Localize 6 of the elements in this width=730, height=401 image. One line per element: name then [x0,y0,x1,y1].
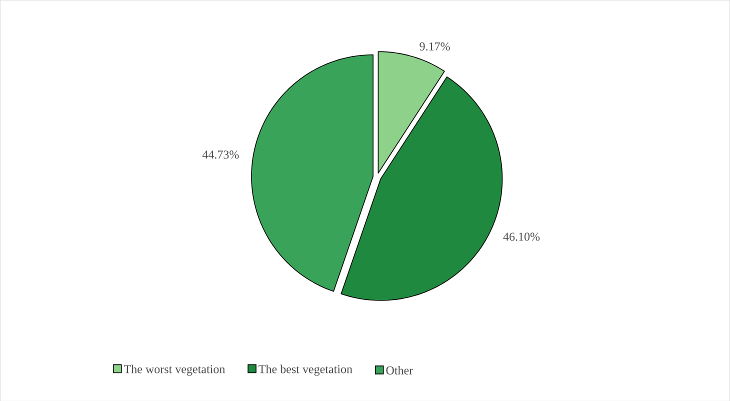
data-label: 9.17% [420,42,450,50]
data-label: 44.73% [202,150,239,159]
legend-label: Other [386,366,414,374]
legend-label: The worst vegetation [124,364,226,376]
legend-label: The best vegetation [258,364,352,376]
data-label: 46.10% [503,232,540,241]
